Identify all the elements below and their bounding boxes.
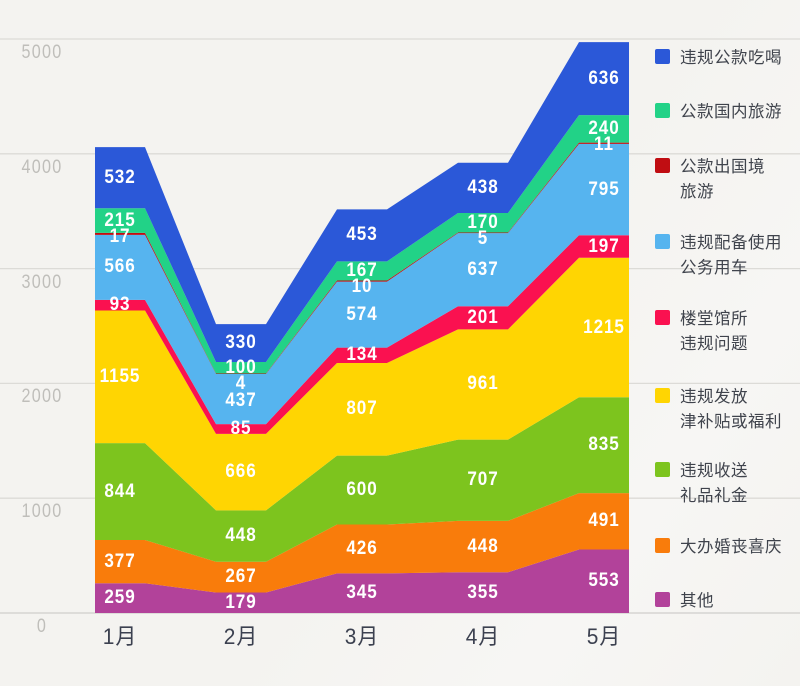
y-axis-tick-label: 5000 xyxy=(21,42,63,63)
value-label: 707 xyxy=(467,469,499,491)
value-label: 4 xyxy=(235,373,247,395)
value-label: 197 xyxy=(588,235,620,257)
value-label: 438 xyxy=(467,176,499,198)
legend-item-label: 违规公款吃喝 xyxy=(680,49,782,67)
value-label: 355 xyxy=(467,581,499,603)
value-label: 636 xyxy=(588,67,620,89)
series-area[interactable] xyxy=(95,493,629,593)
value-label: 240 xyxy=(588,117,620,139)
legend-swatch-icon xyxy=(655,388,670,403)
series-area[interactable] xyxy=(95,42,629,363)
value-label: 961 xyxy=(467,373,499,395)
legend-item-label: 公款出国境 旅游 xyxy=(680,158,765,201)
legend-item[interactable]: 公款国内旅游 xyxy=(655,100,782,125)
value-label: 267 xyxy=(225,566,257,588)
series-area[interactable] xyxy=(95,549,629,613)
value-label: 345 xyxy=(346,582,378,604)
value-label: 259 xyxy=(104,587,136,609)
value-label: 553 xyxy=(588,570,620,592)
value-label: 170 xyxy=(467,211,499,233)
legend-item-label: 其他 xyxy=(680,592,714,610)
value-label: 134 xyxy=(346,344,378,366)
value-label: 574 xyxy=(346,303,378,325)
x-axis-category-label: 2月 xyxy=(223,624,259,649)
legend-swatch-icon xyxy=(655,310,670,325)
x-axis-category-label: 5月 xyxy=(586,624,622,649)
legend-item[interactable]: 违规发放 津补贴或福利 xyxy=(655,385,782,435)
value-label: 5 xyxy=(477,228,489,250)
value-label: 201 xyxy=(467,306,499,328)
legend-item-label: 违规收送 礼品礼金 xyxy=(680,462,748,505)
value-label: 448 xyxy=(225,525,257,547)
value-label: 453 xyxy=(346,224,378,246)
value-label: 437 xyxy=(225,389,257,411)
value-label: 666 xyxy=(225,461,257,483)
value-label: 330 xyxy=(225,332,257,354)
value-label: 795 xyxy=(588,178,620,200)
value-label: 566 xyxy=(104,256,136,278)
value-label: 17 xyxy=(109,226,131,248)
value-label: 637 xyxy=(467,258,499,280)
series-area[interactable] xyxy=(95,257,629,511)
value-label: 377 xyxy=(104,550,136,572)
legend-swatch-icon xyxy=(655,234,670,249)
legend-swatch-icon xyxy=(655,49,670,64)
legend-swatch-icon xyxy=(655,592,670,607)
x-axis-category-label: 3月 xyxy=(344,624,380,649)
value-label: 844 xyxy=(104,480,136,502)
value-label: 807 xyxy=(346,398,378,420)
legend-item[interactable]: 违规配备使用 公务用车 xyxy=(655,231,782,281)
x-axis-category-label: 1月 xyxy=(102,624,138,649)
value-label: 426 xyxy=(346,537,378,559)
legend-item-label: 公款国内旅游 xyxy=(680,103,782,121)
y-axis-tick-label: 1000 xyxy=(21,501,63,523)
legend-item[interactable]: 公款出国境 旅游 xyxy=(655,155,765,205)
value-label: 85 xyxy=(230,418,252,440)
value-label: 448 xyxy=(467,535,499,557)
legend-swatch-icon xyxy=(655,158,670,173)
y-axis-tick-label: 2000 xyxy=(21,386,63,408)
legend-item[interactable]: 其他 xyxy=(655,589,714,614)
value-label: 1155 xyxy=(99,365,141,387)
value-label: 491 xyxy=(588,510,620,532)
value-label: 93 xyxy=(109,294,131,316)
series-area[interactable] xyxy=(95,143,629,425)
value-label: 167 xyxy=(346,259,378,281)
y-axis-tick-label: 3000 xyxy=(21,271,63,293)
value-label: 835 xyxy=(588,434,620,456)
legend-item-label: 楼堂馆所 违规问题 xyxy=(680,310,748,353)
legend-item[interactable]: 大办婚丧喜庆 xyxy=(655,535,782,560)
legend-item[interactable]: 违规公款吃喝 xyxy=(655,46,782,71)
legend-swatch-icon xyxy=(655,103,670,118)
legend-item-label: 大办婚丧喜庆 xyxy=(680,538,782,556)
x-axis-category-label: 4月 xyxy=(465,624,501,649)
legend-item[interactable]: 楼堂馆所 违规问题 xyxy=(655,307,748,357)
value-label: 100 xyxy=(225,356,257,378)
legend-item[interactable]: 违规收送 礼品礼金 xyxy=(655,459,748,509)
value-label: 215 xyxy=(104,209,136,231)
value-label: 600 xyxy=(346,479,378,501)
value-label: 179 xyxy=(225,591,257,613)
legend-swatch-icon xyxy=(655,538,670,553)
value-label: 532 xyxy=(104,166,136,188)
value-label: 1215 xyxy=(583,316,625,338)
y-axis-tick-label: 0 xyxy=(36,616,48,637)
value-label: 11 xyxy=(594,134,614,156)
series-area[interactable] xyxy=(95,235,629,434)
y-axis-tick-label: 4000 xyxy=(21,156,63,178)
value-label: 10 xyxy=(351,276,373,298)
series-area[interactable] xyxy=(95,397,629,562)
legend-item-label: 违规发放 津补贴或福利 xyxy=(680,388,782,431)
legend-item-label: 违规配备使用 公务用车 xyxy=(680,234,782,277)
legend-swatch-icon xyxy=(655,462,670,477)
series-area[interactable] xyxy=(95,115,629,374)
